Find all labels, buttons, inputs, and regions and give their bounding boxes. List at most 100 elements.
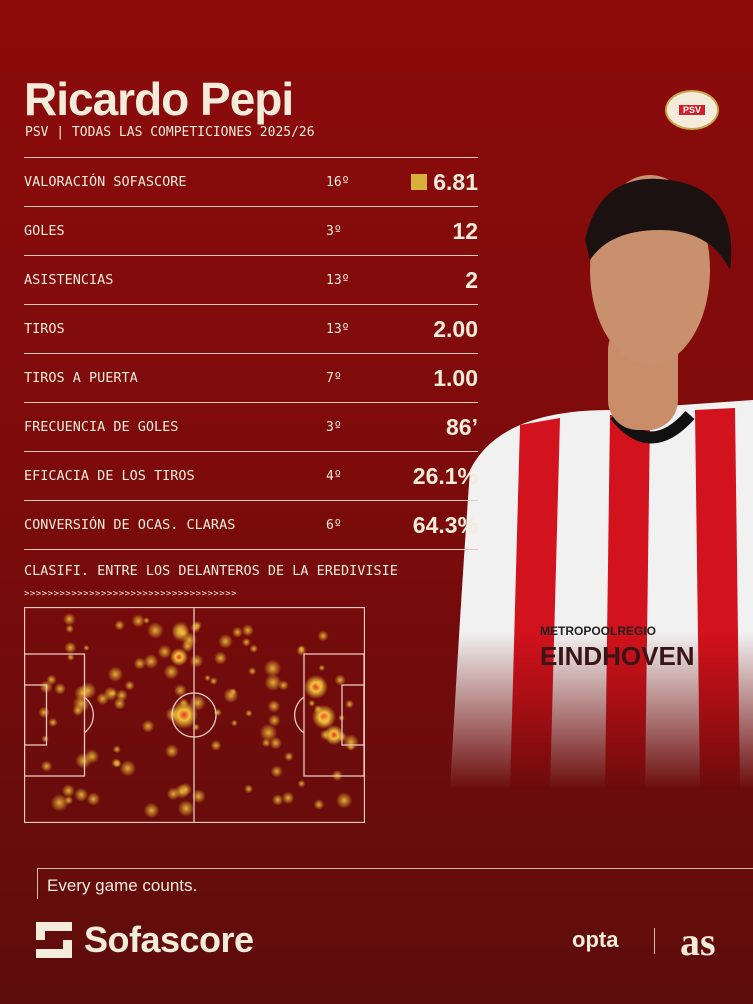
heat-spot: [163, 664, 180, 680]
stat-row: ASISTENCIAS 13º 2: [24, 255, 478, 304]
heat-spot: [248, 667, 257, 676]
heat-spot: [347, 742, 355, 751]
heat-spot: [284, 751, 294, 762]
heat-spot: [38, 706, 50, 719]
heat-spot: [75, 752, 92, 769]
heat-spot: [131, 614, 145, 628]
heat-spot: [263, 659, 282, 678]
stat-label: GOLES: [24, 223, 65, 239]
heat-spot: [204, 674, 211, 682]
heat-spot: [218, 634, 233, 649]
heat-spot: [229, 688, 237, 696]
heat-spot: [320, 729, 331, 741]
opta-logo: opta: [572, 927, 619, 952]
stat-rank: 13º: [326, 321, 350, 337]
heat-spot: [48, 717, 58, 728]
heat-spot: [143, 653, 159, 669]
stat-row: EFICACIA DE LOS TIROS 4º 26.1%: [24, 451, 478, 500]
badge-text: PSV: [678, 105, 705, 115]
stat-label: CONVERSIÓN DE OCAS. CLARAS: [24, 517, 236, 533]
stat-rank: 4º: [326, 468, 342, 484]
rating-color-square: [411, 174, 428, 190]
heat-spot: [313, 799, 325, 810]
heat-spot: [210, 740, 222, 751]
ranking-note: CLASIFI. ENTRE LOS DELANTEROS DE LA ERED…: [24, 563, 398, 579]
heat-spot: [40, 760, 53, 772]
heat-spot: [179, 698, 189, 708]
heat-spot: [63, 612, 76, 626]
stat-label: TIROS: [24, 321, 65, 337]
stat-label: FRECUENCIA DE GOLES: [24, 419, 179, 435]
stat-row: TIROS A PUERTA 7º 1.00: [24, 353, 478, 402]
heat-spot: [245, 709, 253, 717]
heat-spot: [166, 787, 180, 801]
stat-value: 2: [465, 266, 478, 293]
heat-spot: [271, 794, 284, 806]
heat-hotspot: [170, 701, 198, 729]
stat-rank: 7º: [326, 370, 342, 386]
heat-spot: [190, 622, 201, 633]
heat-spot: [119, 760, 136, 777]
heat-spot: [317, 630, 329, 642]
heat-spot: [189, 694, 206, 711]
stat-rank: 16º: [326, 174, 350, 190]
heat-spot: [164, 744, 179, 759]
heat-spot: [124, 680, 135, 691]
stat-value: 26.1%: [412, 462, 478, 489]
heat-spot: [107, 666, 124, 682]
heat-spot: [72, 705, 84, 717]
heat-spot: [86, 792, 101, 806]
heat-spot: [336, 792, 353, 809]
stat-rank: 6º: [326, 517, 342, 533]
stat-label: EFICACIA DE LOS TIROS: [24, 468, 195, 484]
heat-spot: [232, 626, 243, 638]
heat-spot: [147, 622, 164, 639]
heat-spot: [157, 644, 172, 659]
heat-spot: [242, 637, 251, 647]
heat-spot: [281, 791, 295, 805]
heat-spot: [115, 689, 128, 702]
heat-spot: [65, 624, 74, 633]
heat-spot: [64, 795, 74, 805]
heat-spot: [259, 723, 278, 742]
logo-divider: [654, 928, 655, 954]
subtitle: PSV | TODAS LAS COMPETICIONES 2025/26: [25, 125, 315, 140]
heat-spot: [297, 779, 306, 788]
heat-spot: [74, 787, 89, 802]
heat-spot: [66, 653, 75, 661]
heat-spot: [181, 640, 194, 653]
heat-spot: [41, 735, 49, 743]
heat-spot: [143, 802, 160, 819]
heat-spot: [111, 758, 122, 768]
stat-rank: 3º: [326, 223, 342, 239]
brand-name: Sofascore: [84, 919, 254, 960]
heat-hotspot: [304, 675, 328, 699]
heat-spot: [110, 689, 117, 697]
heat-spot: [249, 644, 259, 653]
svg-text:EINDHOVEN: EINDHOVEN: [540, 641, 695, 671]
heatmap-blobs: [38, 612, 359, 819]
stat-row: FRECUENCIA DE GOLES 3º 86’: [24, 402, 478, 451]
heat-spot: [133, 657, 146, 670]
heat-spot: [296, 645, 307, 656]
heatmap-pitch: [24, 607, 365, 823]
stat-label: TIROS A PUERTA: [24, 370, 138, 386]
stat-row: GOLES 3º 12: [24, 206, 478, 255]
heat-spot: [318, 664, 325, 672]
player-photo: METROPOOLREGIO EINDHOVEN: [450, 175, 753, 790]
stat-row: VALORACIÓN SOFASCORE 16º 6.81: [24, 157, 478, 206]
heat-spot: [244, 784, 254, 794]
heat-spot: [112, 745, 121, 754]
heat-spot: [241, 624, 254, 637]
heat-spot: [177, 800, 195, 817]
stat-rank: 13º: [326, 272, 350, 288]
heat-spot: [270, 765, 283, 778]
heat-spot: [165, 707, 181, 722]
stat-row: TIROS 13º 2.00: [24, 304, 478, 353]
player-name: Ricardo Pepi: [24, 73, 294, 125]
heat-spot: [191, 789, 206, 804]
heat-spot: [141, 719, 155, 733]
heat-spot: [79, 682, 97, 700]
stat-row: CONVERSIÓN DE OCAS. CLARAS 6º 64.3%: [24, 500, 478, 550]
svg-text:METROPOOLREGIO: METROPOOLREGIO: [540, 624, 656, 638]
